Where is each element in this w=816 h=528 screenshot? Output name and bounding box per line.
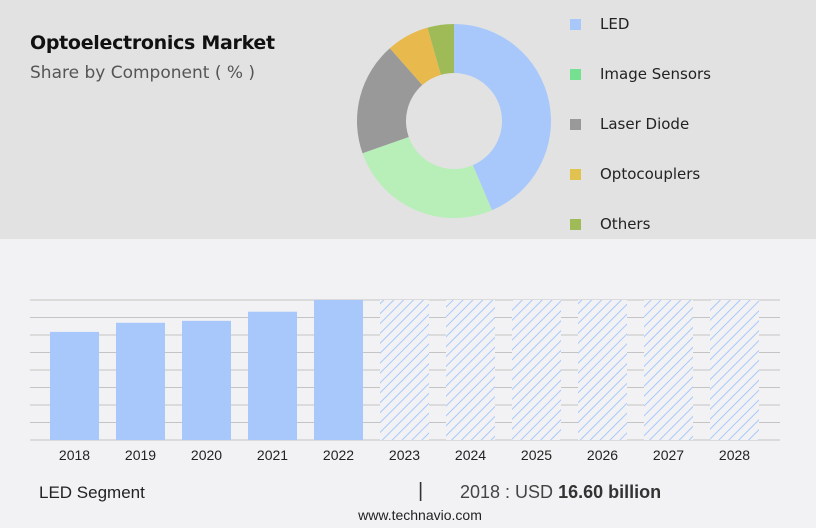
value-amount: 16.60 billion: [558, 482, 662, 502]
legend-swatch: [570, 168, 581, 180]
x-tick-label: 2023: [389, 447, 420, 463]
x-tick-label: 2024: [455, 447, 486, 463]
x-tick-label: 2019: [125, 447, 156, 463]
x-tick-label: 2021: [257, 447, 288, 463]
legend-label: Image Sensors: [600, 65, 711, 83]
x-tick-label: 2018: [59, 447, 90, 463]
x-tick-label: 2026: [587, 447, 618, 463]
header-panel: Optoelectronics Market Share by Componen…: [0, 0, 816, 239]
donut-slice-image-sensors: [362, 136, 492, 218]
chart-title: Optoelectronics Market: [30, 32, 275, 54]
x-tick-label: 2028: [719, 447, 750, 463]
legend-swatch: [570, 218, 581, 230]
donut-slice-led: [454, 24, 551, 211]
legend-label: Laser Diode: [600, 115, 690, 133]
donut-slice-others: [427, 24, 454, 75]
donut-slice-laser-diode: [357, 48, 423, 154]
legend-item-laser-diode: Laser Diode: [570, 114, 689, 134]
bar-chart: 2018 2019 2020 2021 2022 2023 2024 2025 2026 2027…: [30, 299, 780, 463]
bar-2023: [380, 300, 429, 440]
footer-separator: |: [418, 480, 424, 502]
donut-slice-optocouplers: [389, 27, 441, 85]
legend-label: LED: [600, 15, 630, 33]
legend-label: Optocouplers: [600, 165, 701, 183]
bar-2020: [182, 320, 231, 440]
legend-item-others: Others: [570, 214, 650, 234]
x-tick-label: 2022: [323, 447, 354, 463]
donut-chart: [357, 24, 551, 218]
legend-swatch: [570, 118, 581, 130]
legend-item-optocouplers: Optocouplers: [570, 164, 700, 184]
bar-2028: [710, 300, 759, 440]
bar-2024: [446, 300, 495, 440]
legend-swatch: [570, 68, 581, 80]
source-url: www.technavio.com: [358, 507, 482, 523]
value-prefix: 2018 : USD: [460, 482, 559, 502]
bar-2025: [512, 300, 561, 440]
chart-subtitle: Share by Component ( % ): [30, 63, 256, 83]
legend-swatch: [570, 18, 581, 30]
legend-label: Others: [600, 215, 651, 233]
bar-2022: [314, 300, 363, 440]
bar-2026: [578, 300, 627, 440]
legend-item-led: LED: [570, 14, 629, 34]
x-tick-label: 2027: [653, 447, 684, 463]
bar-2027: [644, 300, 693, 440]
x-tick-label: 2020: [191, 447, 222, 463]
bar-2019: [116, 322, 165, 440]
bar-2021: [248, 311, 297, 440]
segment-label: LED Segment: [39, 483, 145, 502]
x-tick-label: 2025: [521, 447, 552, 463]
segment-value: 2018 : USD 16.60 billion: [460, 482, 661, 503]
legend-item-image-sensors: Image Sensors: [570, 64, 711, 84]
bar-2018: [50, 331, 99, 440]
